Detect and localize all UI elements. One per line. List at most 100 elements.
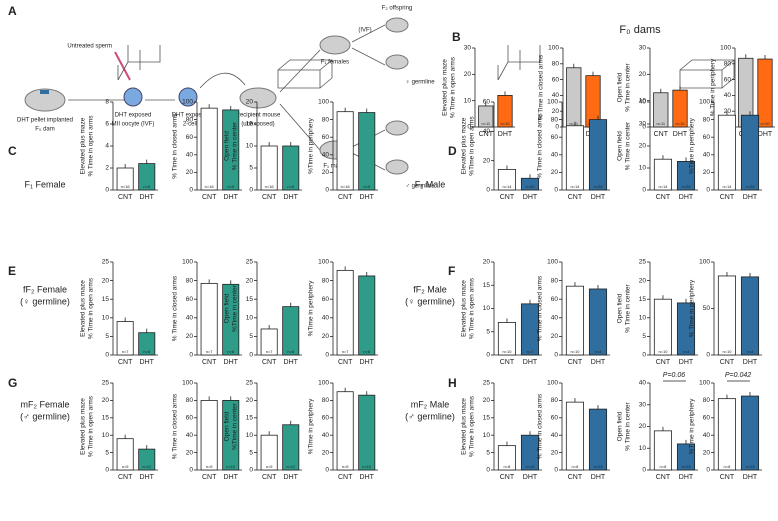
y-tick-label: 20: [483, 397, 491, 404]
category-label: DHT: [523, 359, 538, 366]
bar: [740, 114, 760, 191]
bar-chart: 0 50 100 % Time in periphery CNT n=10 DHT n=4: [689, 259, 762, 366]
y-tick-label: 40: [724, 92, 732, 99]
y-tick-label: 40: [322, 315, 330, 322]
bar-chart: 0 5 10 15 20 25 Elevated plus maze% Time in op…: [80, 259, 158, 366]
n-label: n=7: [206, 349, 214, 354]
y-tick-label: 20: [639, 143, 647, 150]
y-axis-label: % Time in periphery: [710, 58, 717, 116]
bar-chart: 0 20 40 60 80 100 % Time in closed arms CNT n=10…: [537, 259, 610, 366]
n-label: n=7: [342, 349, 350, 354]
y-tick-label: 100: [547, 99, 558, 106]
arrow: [279, 103, 321, 151]
y-tick-label: 40: [186, 315, 194, 322]
y-tick-label: 0: [554, 467, 558, 474]
n-label: n=11: [656, 121, 665, 126]
y-axis-label: Elevated plus maze: [80, 280, 87, 337]
n-label: n=12: [226, 464, 236, 469]
y-tick-label: 10: [639, 97, 647, 104]
y-tick-label: 5: [642, 333, 646, 340]
y-tick-label: 0: [105, 187, 109, 194]
y-tick-label: 30: [639, 45, 647, 52]
y-tick-label: 0: [189, 467, 193, 474]
y-tick-label: 100: [182, 99, 193, 106]
y-tick-label: 5: [249, 449, 253, 456]
y-axis-label: % Time in open arms: [450, 56, 457, 118]
y-tick-label: 30: [639, 121, 647, 128]
y-tick-label: 2: [105, 165, 109, 172]
panel-letter: F: [448, 264, 455, 278]
mouse: [385, 54, 409, 70]
y-tick-label: 40: [551, 315, 559, 322]
y-tick-label: 20: [639, 423, 647, 430]
bar-chart: 0 5 10 15 20 Open field% Time in center CNT n=1…: [224, 99, 302, 201]
category-label: CNT: [720, 359, 735, 366]
n-label: n=12: [286, 464, 296, 469]
y-tick-label: 60: [724, 76, 732, 83]
annotation: P=0.06: [663, 372, 685, 379]
category-label: CNT: [568, 474, 583, 481]
schematic-label: F₁ males: [323, 164, 346, 170]
y-tick-label: 20: [322, 169, 330, 176]
y-tick-label: 0: [706, 467, 710, 474]
y-axis-label: % Time in center: [625, 401, 632, 450]
bar-chart: 0 20 40 60 80 100% Time in closed arms CNT n=14…: [537, 99, 610, 201]
y-tick-label: 20: [246, 99, 254, 106]
y-tick-label: 80: [703, 116, 711, 123]
y-tick-label: 15: [483, 415, 491, 422]
bar: [358, 275, 376, 356]
category-label: DHT: [673, 131, 688, 138]
category-label: DHT: [679, 194, 694, 201]
category-label: CNT: [720, 194, 735, 201]
category-label: DHT: [360, 194, 375, 201]
y-axis-label: %Time in periphery: [308, 117, 315, 174]
bar-chart: 0 5 10 15 20 25 Open field% Time in center CNT n…: [617, 259, 698, 366]
y-tick-label: 60: [552, 76, 560, 83]
y-tick-label: 0: [642, 124, 646, 131]
y-tick-label: 60: [322, 415, 330, 422]
n-label: n=20: [745, 184, 755, 189]
sperm-needle: [114, 51, 131, 81]
category-label: CNT: [262, 194, 277, 201]
group-title: fF₂ Male: [413, 284, 447, 294]
y-tick-label: 10: [464, 97, 472, 104]
schematic-label: Recipient mouse: [236, 113, 281, 119]
y-tick-label: 10: [639, 445, 647, 452]
group-title: mF₂ Female: [21, 399, 70, 409]
y-tick-label: 40: [703, 432, 711, 439]
n-label: n=20: [681, 184, 691, 189]
y-tick-label: 40: [639, 99, 647, 106]
bar: [717, 398, 737, 471]
y-tick-label: 20: [102, 397, 110, 404]
category-label: CNT: [500, 359, 515, 366]
category-label: CNT: [720, 474, 735, 481]
y-tick-label: 100: [318, 380, 329, 387]
n-label: n=10: [658, 349, 668, 354]
y-tick-label: 5: [486, 449, 490, 456]
y-tick-label: 100: [318, 99, 329, 106]
bar-chart: 0 20 40 60 Elevated plus maze %Time in open a…: [461, 99, 542, 201]
y-tick-label: 25: [102, 380, 110, 387]
mouse: [24, 88, 66, 112]
y-axis-label: Elevated plus maze: [80, 398, 87, 455]
plus-maze-icon: [497, 45, 541, 81]
panel-letter: E: [8, 264, 16, 278]
y-tick-label: 0: [249, 467, 253, 474]
y-tick-label: 15: [483, 282, 491, 289]
y-tick-label: 10: [246, 315, 254, 322]
bar-chart: 0 20 40 60 80 100% Time in closed arms CNT n=16…: [172, 99, 242, 201]
category-label: DHT: [679, 359, 694, 366]
y-axis-label: Open field: [224, 411, 231, 441]
n-label: n=5: [266, 464, 274, 469]
bar: [200, 399, 218, 471]
y-tick-label: 30: [639, 401, 647, 408]
bar: [565, 125, 585, 191]
y-tick-label: 100: [720, 45, 731, 52]
y-tick-label: 40: [552, 92, 560, 99]
y-tick-label: 20: [322, 449, 330, 456]
y-axis-label: %Time in periphery: [689, 398, 696, 455]
bar: [282, 306, 300, 356]
y-axis-label: Elevated plus maze: [461, 117, 468, 174]
y-tick-label: 15: [639, 296, 647, 303]
plus-maze-icon: [117, 45, 161, 81]
